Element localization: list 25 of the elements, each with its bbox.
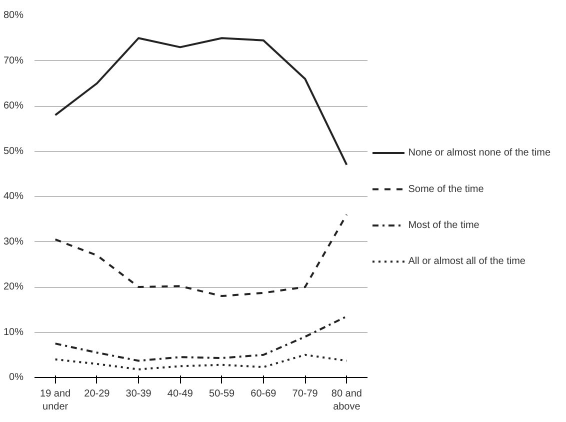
x-tick-label: 80 and above	[331, 388, 362, 413]
x-tick-label: 70-79	[292, 388, 318, 400]
x-tick-label: 40-49	[167, 388, 194, 400]
y-tick-label: 0%	[9, 372, 24, 383]
y-tick-label: 20%	[3, 282, 24, 292]
x-tick-label: 60-69	[250, 388, 277, 400]
legend-label: All or almost all of the time	[408, 256, 526, 268]
legend-label: Most of the time	[408, 220, 480, 231]
y-tick-label: 70%	[3, 55, 24, 66]
y-tick-label: 30%	[3, 236, 24, 248]
y-tick-label: 60%	[3, 100, 24, 112]
line-series	[54, 354, 348, 370]
x-tick-label: 20-29	[84, 388, 110, 400]
y-tick-label: 40%	[3, 191, 24, 202]
line-series	[54, 37, 348, 166]
legend-label: None or almost none of the time	[408, 148, 551, 159]
legend-label: Some of the time	[408, 184, 484, 195]
line-series	[54, 315, 348, 362]
x-tick-label: 19 and under	[40, 388, 71, 413]
x-tick-label: 30-39	[126, 388, 152, 400]
line-series	[54, 214, 348, 298]
y-tick-label: 50%	[3, 146, 24, 157]
x-tick-label: 50-59	[209, 388, 236, 400]
y-tick-label: 10%	[3, 326, 24, 338]
y-tick-label: 80%	[3, 10, 24, 21]
